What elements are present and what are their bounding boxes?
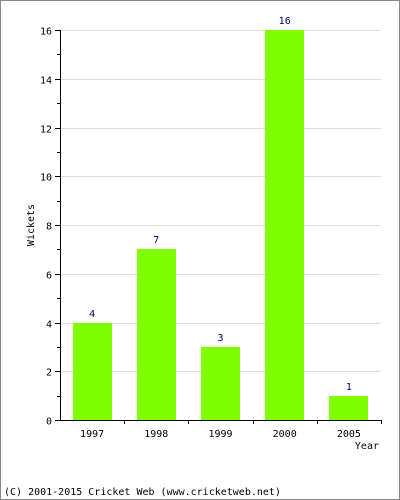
data-label-2000: 16 xyxy=(279,16,291,27)
y-tick-label: 12 xyxy=(40,125,52,136)
y-tick-label: 16 xyxy=(40,27,52,38)
bar-2005 xyxy=(329,396,368,420)
x-tick-label-1997: 1997 xyxy=(80,429,104,440)
x-axis-title: Year xyxy=(355,441,379,452)
data-label-2005: 1 xyxy=(346,382,352,393)
bar-1997 xyxy=(73,323,112,421)
data-label-1998: 7 xyxy=(153,235,159,246)
bar-1999 xyxy=(201,347,240,420)
data-label-1997: 4 xyxy=(89,309,95,320)
data-labels: 4 7 3 16 1 xyxy=(89,16,352,393)
y-tick-label: 2 xyxy=(46,368,52,379)
gridlines xyxy=(60,30,381,372)
y-tick-label: 14 xyxy=(40,76,52,87)
x-axis-ticks: 1997 1998 1999 2000 2005 xyxy=(80,420,382,440)
bars xyxy=(73,30,368,421)
y-tick-label: 4 xyxy=(46,320,52,331)
data-label-1999: 3 xyxy=(217,333,223,344)
axes xyxy=(60,30,381,421)
x-tick-label-1998: 1998 xyxy=(144,429,168,440)
y-axis-title: Wickets xyxy=(26,204,37,246)
y-axis-ticks: 0 2 4 6 8 10 12 14 16 xyxy=(40,27,60,428)
y-tick-label: 6 xyxy=(46,271,52,282)
y-tick-label: 0 xyxy=(46,417,52,428)
bar-1998 xyxy=(137,249,176,420)
x-tick-label-1999: 1999 xyxy=(208,429,232,440)
y-tick-label: 8 xyxy=(46,222,52,233)
y-tick-label: 10 xyxy=(40,173,52,184)
bar-2000 xyxy=(265,30,304,420)
copyright-footer: (C) 2001-2015 Cricket Web (www.cricketwe… xyxy=(4,487,281,498)
x-tick-label-2005: 2005 xyxy=(337,429,361,440)
x-tick-label-2000: 2000 xyxy=(273,429,297,440)
